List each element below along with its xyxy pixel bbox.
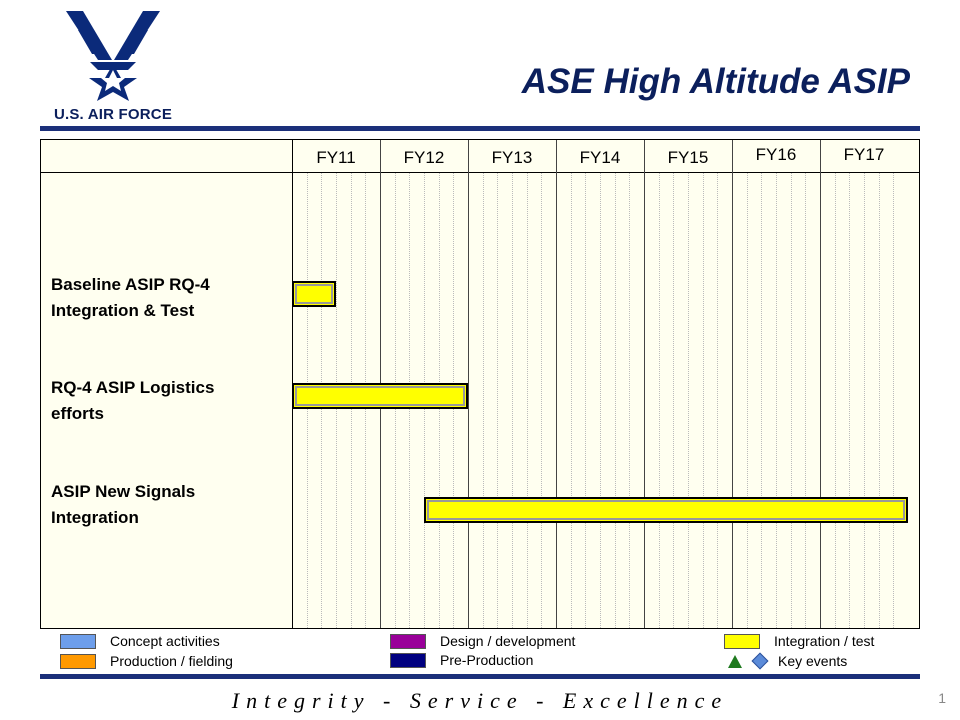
period-divider [468,140,469,628]
period-label-fy14: FY14 [579,148,621,167]
legend-key-events: Key events [728,652,848,670]
task-bar [292,383,468,409]
legend-preproduction: Pre-Production [390,652,533,668]
legend-concept-swatch [60,633,96,649]
legend-integration-label: Integration / test [774,633,875,649]
diamond-icon [751,652,769,670]
period-label-fy15: FY15 [667,148,709,167]
schedule-chart: FY11 FY12 FY13 FY14 FY15 FY16 FY17 Baseline ASI… [40,139,920,629]
period-divider [644,140,645,628]
task-label-line: efforts [51,404,104,423]
task-label-line: RQ-4 ASIP Logistics [51,378,215,397]
page-number: 1 [938,690,946,706]
grid-line [688,173,689,628]
grid-line [893,173,895,628]
task-label-line: Integration [51,508,139,527]
task-bar [424,497,908,523]
grid-line [512,173,513,628]
grid-line [849,173,851,628]
task-label-line: ASIP New Signals [51,482,196,501]
legend-production-label: Production / fielding [110,653,233,669]
top-divider [40,126,920,131]
grid-line [585,173,587,628]
grid-line [526,173,528,628]
legend-design-swatch [390,633,426,649]
grid-line [482,173,484,628]
task-label-line: Integration & Test [51,301,195,320]
period-divider [732,140,733,628]
legend-preproduction-swatch [390,652,426,668]
period-label-fy16: FY16 [755,145,797,164]
air-force-logo: U.S. AIR FORCE [38,8,188,128]
grid-line [600,173,601,628]
legend-design: Design / development [390,633,575,649]
air-force-wings-icon [66,11,160,101]
task-label: RQ-4 ASIP Logistics efforts [51,375,291,427]
grid-line [658,173,660,628]
legend-preproduction-label: Pre-Production [440,652,534,668]
grid-line [541,173,543,628]
grid-line [702,173,704,628]
task-bar [292,281,336,307]
header-separator [41,172,919,173]
legend-design-label: Design / development [440,633,576,649]
period-label-fy13: FY13 [491,148,533,167]
period-divider [820,140,821,628]
page-title: ASE High Altitude ASIP [521,62,910,101]
grid-line [834,173,836,628]
legend-integration-swatch [724,633,760,649]
period-divider [556,140,557,628]
grid-line [761,173,763,628]
legend-production: Production / fielding [60,653,233,669]
grid-line [790,173,792,628]
triangle-icon [728,654,742,668]
period-label-fy11: FY11 [316,148,356,167]
task-label-line: Baseline ASIP RQ-4 [51,275,210,294]
footer-motto: Integrity - Service - Excellence [231,688,729,713]
grid-line [746,173,748,628]
legend-key-events-label: Key events [778,653,848,669]
bottom-divider [40,674,920,679]
grid-line [497,173,499,628]
task-label: Baseline ASIP RQ-4 Integration & Test [51,272,291,324]
period-label-fy17: FY17 [843,145,885,164]
grid-line [776,173,777,628]
grid-line [614,173,616,628]
grid-line [717,173,719,628]
grid-line [570,173,572,628]
legend: Concept activities Production / fielding… [0,632,960,672]
grid-line [864,173,865,628]
grid-line [629,173,631,628]
legend-concept-label: Concept activities [110,633,220,649]
legend-concept: Concept activities [60,633,220,649]
grid-line [673,173,675,628]
period-label-fy12: FY12 [403,148,445,167]
task-label: ASIP New Signals Integration [51,479,291,531]
logo-text: U.S. AIR FORCE [53,106,173,123]
grid-line [878,173,880,628]
legend-production-swatch [60,653,96,669]
grid-line [805,173,807,628]
legend-integration: Integration / test [724,633,874,649]
